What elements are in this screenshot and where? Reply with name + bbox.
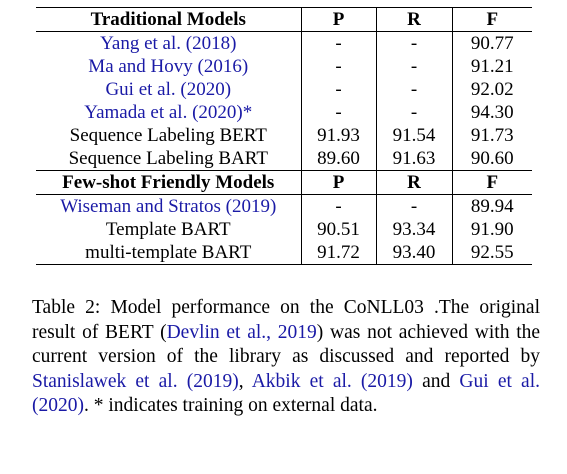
table-row: Yamada et al. (2020)* - -94.30 — [36, 101, 532, 124]
recall-cell: 91.63 — [376, 147, 453, 171]
precision-cell: - — [301, 101, 377, 124]
model-name-cell: Sequence Labeling BERT — [36, 124, 302, 147]
table-caption: Table 2: Model performance on the CoNLL0… — [32, 296, 540, 419]
recall-cell: - — [376, 55, 453, 78]
table-row: Wiseman and Stratos (2019) - -89.94 — [36, 194, 532, 218]
f1-cell: 90.60 — [470, 147, 514, 169]
header-r: R — [376, 7, 453, 32]
citation-link[interactable]: Ma and Hovy (2016) — [88, 55, 249, 77]
recall-cell: 93.40 — [376, 241, 453, 265]
results-table: Traditional Models P R F Yang et al. (20… — [36, 7, 532, 265]
table-row: multi-template BART 91.72 93.40 92.55 — [36, 241, 532, 265]
model-name-cell: Sequence Labeling BART — [36, 147, 302, 171]
table-row: Template BART 90.51 93.34 91.90 — [36, 218, 532, 241]
fewshot-rows: Wiseman and Stratos (2019) - -89.94 Templat… — [36, 194, 532, 265]
f1-cell: 91.73 — [470, 124, 514, 146]
header-p: P — [301, 170, 377, 195]
precision-cell: 89.60 — [301, 147, 377, 171]
header-traditional-models: Traditional Models — [36, 7, 302, 32]
f1-cell: 94.30 — [470, 101, 514, 123]
caption-text: Table 2: Model performance on the CoNLL0… — [32, 297, 540, 343]
precision-cell: 91.93 — [301, 124, 377, 147]
citation-link[interactable]: Yang et al. (2018) — [100, 32, 237, 54]
caption-text: and — [412, 370, 460, 392]
header-fewshot-models: Few-shot Friendly Models — [36, 170, 302, 195]
citation-link[interactable]: Gui et al. (2020) — [32, 370, 540, 417]
header-row-traditional: Traditional Models P R F — [36, 7, 532, 32]
caption-text: . * indicates training on external data. — [84, 395, 378, 417]
header-f: F — [452, 7, 532, 32]
f1-cell: 90.77 — [470, 32, 514, 54]
recall-cell: 91.54 — [376, 124, 453, 147]
recall-cell: - — [376, 101, 453, 124]
citation-link[interactable]: Stanislawek et al. (2019) — [32, 370, 239, 392]
table-row: Yang et al. (2018) - -90.77 — [36, 31, 532, 55]
header-f: F — [452, 170, 532, 195]
f1-cell: 89.94 — [470, 195, 514, 217]
header-row-fewshot: Few-shot Friendly Models P R F — [36, 170, 532, 195]
citation-link[interactable]: Akbik et al. (2019) — [251, 370, 413, 392]
caption-text: , — [238, 370, 252, 392]
recall-cell: - — [376, 31, 453, 55]
table-row: Sequence Labeling BERT 91.93 91.54 91.73 — [36, 124, 532, 147]
precision-cell: - — [301, 55, 377, 78]
f1-cell: 92.02 — [470, 78, 514, 100]
recall-cell: - — [376, 78, 453, 101]
model-name-cell: Ma and Hovy (2016) — [36, 55, 302, 78]
precision-cell: - — [301, 194, 377, 218]
citation-link[interactable]: Yamada et al. (2020)* — [84, 101, 253, 123]
table-row: Sequence Labeling BART 89.60 91.63 90.60 — [36, 147, 532, 171]
traditional-rows: Yang et al. (2018) - -90.77 Ma and Hovy (20… — [36, 31, 532, 171]
f1-cell: 91.21 — [470, 55, 514, 77]
precision-cell: 90.51 — [301, 218, 377, 241]
citation-link[interactable]: Gui et al. (2020) — [105, 78, 232, 100]
citation-link[interactable]: Devlin et al., 2019 — [166, 321, 317, 343]
model-name-cell: Yang et al. (2018) — [36, 31, 302, 55]
precision-cell: 91.72 — [301, 241, 377, 265]
header-r: R — [376, 170, 453, 195]
recall-cell: - — [376, 194, 453, 218]
model-name-cell: Template BART — [36, 218, 302, 241]
recall-cell: 93.34 — [376, 218, 453, 241]
citation-link[interactable]: Wiseman and Stratos (2019) — [60, 195, 277, 217]
model-name-cell: Yamada et al. (2020)* — [36, 101, 302, 124]
table-row: Ma and Hovy (2016) - -91.21 — [36, 55, 532, 78]
precision-cell: - — [301, 78, 377, 101]
header-p: P — [301, 7, 377, 32]
model-name-cell: multi-template BART — [36, 241, 302, 265]
f1-cell: 92.55 — [452, 241, 532, 265]
caption-text: ) was not achieved with the current vers… — [32, 321, 541, 368]
model-name-cell: Wiseman and Stratos (2019) — [36, 194, 302, 218]
precision-cell: - — [301, 31, 377, 55]
model-name-cell: Gui et al. (2020) — [36, 78, 302, 101]
f1-cell: 91.90 — [470, 218, 514, 240]
table-row: Gui et al. (2020) - -92.02 — [36, 78, 532, 101]
